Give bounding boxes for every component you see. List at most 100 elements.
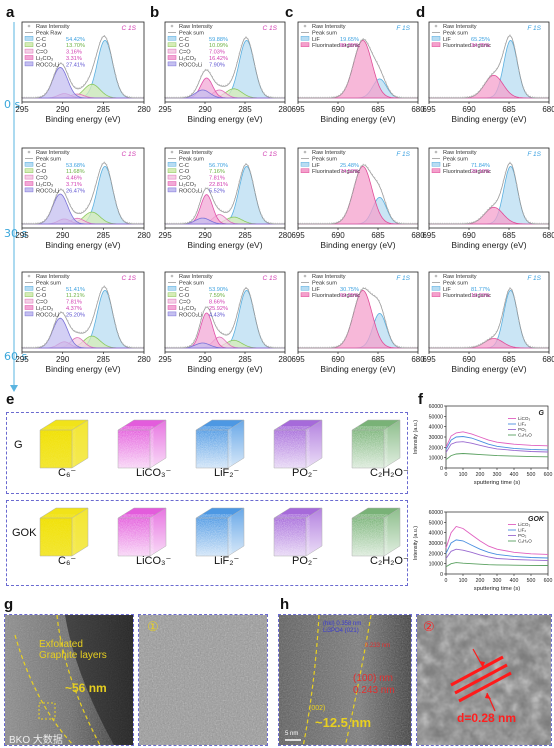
- raw-intensity-point: [531, 346, 534, 348]
- raw-intensity-point: [310, 346, 313, 349]
- raw-intensity-point: [491, 205, 493, 207]
- raw-intensity-point: [509, 287, 511, 289]
- raw-intensity-point: [279, 96, 281, 99]
- raw-intensity-point: [373, 294, 376, 297]
- raw-intensity-point: [182, 96, 184, 98]
- raw-intensity-point: [340, 343, 342, 345]
- xps-x-axis-label: Binding energy (eV): [187, 240, 262, 250]
- raw-intensity-point: [500, 189, 502, 191]
- raw-intensity-point: [317, 96, 319, 99]
- xps-component-percent: 25.20%: [66, 312, 85, 318]
- raw-intensity-point: [180, 96, 182, 99]
- raw-intensity-point: [252, 304, 254, 307]
- raw-intensity-point: [28, 222, 30, 225]
- raw-intensity-point: [444, 346, 446, 349]
- raw-intensity-point: [385, 321, 387, 323]
- peak-Fluorinated organic: [429, 206, 549, 225]
- raw-intensity-point: [274, 222, 276, 225]
- xps-component-name: C=O: [179, 176, 191, 182]
- raw-intensity-point: [115, 74, 117, 77]
- raw-intensity-point: [83, 331, 85, 333]
- raw-intensity-point: [322, 96, 324, 99]
- tem-g-marker: ①: [147, 619, 159, 634]
- raw-intensity-point: [446, 96, 448, 99]
- xps-component-percent: 3.71%: [66, 182, 82, 188]
- xps-core-level-title: C 1S: [122, 151, 137, 158]
- xps-tick-label: 690: [462, 231, 476, 240]
- raw-intensity-point: [62, 189, 64, 191]
- xps-component-percent: 71.84%: [471, 163, 490, 169]
- raw-intensity-point: [121, 218, 124, 220]
- depth-y-tick: 0: [440, 572, 443, 578]
- raw-intensity-point: [55, 318, 57, 320]
- depth-y-tick: 20000: [429, 551, 444, 557]
- raw-intensity-point: [507, 290, 509, 293]
- xps-component-percent: 25.48%: [340, 163, 359, 169]
- depth-y-tick: 10000: [429, 456, 444, 462]
- raw-intensity-point: [527, 220, 529, 222]
- raw-intensity-point: [407, 222, 409, 225]
- depth-x-tick: 200: [476, 578, 485, 584]
- raw-intensity-point: [389, 214, 391, 216]
- depth-legend-entry: LiF₂: [518, 528, 526, 533]
- xps-tick-label: 280: [278, 355, 292, 364]
- raw-intensity-point: [51, 206, 53, 209]
- raw-intensity-point: [328, 96, 331, 99]
- depth-y-tick: 60000: [429, 404, 444, 410]
- xps-axes-frame: [21, 21, 145, 103]
- raw-intensity-point: [180, 222, 182, 224]
- depth-legend-entry: LiF₂: [518, 422, 526, 427]
- raw-intensity-point: [495, 200, 498, 202]
- raw-intensity-point: [51, 330, 53, 333]
- raw-intensity-point: [131, 222, 133, 224]
- raw-intensity-point: [64, 193, 67, 195]
- raw-intensity-point: [531, 96, 534, 98]
- raw-intensity-point: [304, 346, 306, 349]
- xps-component-percent: 7.90%: [209, 62, 225, 68]
- raw-intensity-point: [414, 346, 416, 349]
- raw-intensity-point: [462, 222, 464, 224]
- raw-intensity-point: [44, 93, 46, 95]
- raw-intensity-point: [101, 163, 103, 165]
- raw-intensity-point: [234, 321, 236, 323]
- xps-component-percent: 18.23%: [471, 293, 490, 299]
- raw-intensity-point: [209, 72, 211, 74]
- xps-component-name: C-C: [179, 163, 189, 169]
- xps-legend-entry: Peak sum: [179, 156, 204, 162]
- raw-intensity-point: [518, 195, 520, 197]
- raw-intensity-point: [441, 222, 444, 225]
- xps-component-name: C=O: [179, 50, 191, 56]
- raw-intensity-point: [462, 346, 464, 349]
- raw-intensity-point: [484, 340, 486, 342]
- xps-core-level-title: C 1S: [263, 275, 278, 282]
- raw-intensity-point: [204, 306, 207, 308]
- raw-intensity-point: [80, 331, 83, 334]
- xps-component-name: C-O: [36, 293, 47, 299]
- xps-panel-b-1: 295 290 285 280 Binding energy (eV) C 1S Raw I…: [158, 147, 292, 250]
- raw-intensity-point: [471, 95, 473, 97]
- xps-axes-frame: [297, 271, 419, 353]
- raw-intensity-point: [500, 318, 502, 320]
- raw-intensity-point: [126, 95, 128, 98]
- raw-intensity-point: [67, 73, 69, 75]
- xps-panel-b-2: 295 290 285 280 Binding energy (eV) C 1S Raw I…: [158, 271, 292, 374]
- raw-intensity-point: [211, 316, 213, 318]
- raw-intensity-point: [133, 96, 135, 99]
- xps-tick-label: 685: [502, 355, 516, 364]
- raw-intensity-point: [439, 346, 441, 349]
- raw-intensity-point: [389, 90, 391, 92]
- raw-intensity-point: [493, 70, 495, 73]
- raw-intensity-point: [124, 94, 126, 97]
- xps-legend-entry: Peak sum: [179, 280, 204, 286]
- xps-component-percent: 7.81%: [66, 300, 82, 306]
- raw-intensity-point: [142, 222, 144, 225]
- raw-intensity-point: [360, 165, 362, 167]
- raw-intensity-point: [466, 96, 468, 98]
- raw-intensity-point: [94, 58, 96, 60]
- raw-intensity-point: [482, 85, 484, 87]
- xps-component-percent: 4.43%: [209, 312, 225, 318]
- raw-intensity-point: [276, 346, 279, 349]
- raw-intensity-point: [346, 208, 349, 210]
- xps-tick-label: 290: [56, 105, 70, 114]
- raw-intensity-point: [281, 96, 283, 99]
